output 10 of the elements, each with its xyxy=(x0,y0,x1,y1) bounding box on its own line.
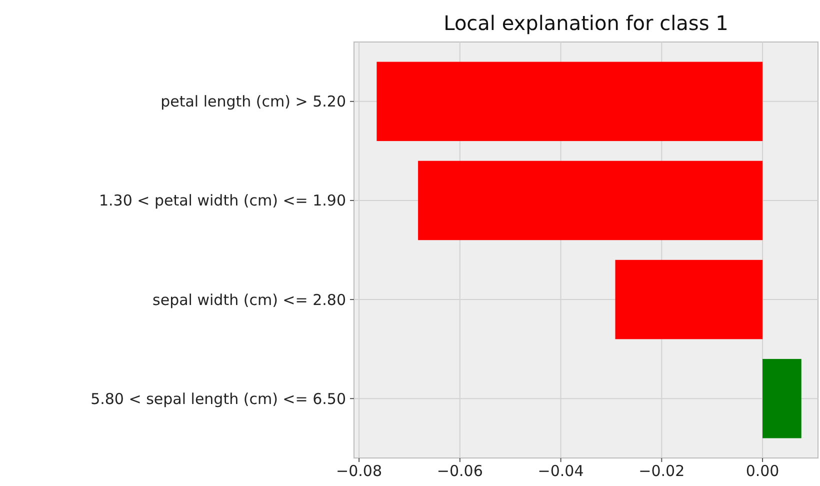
x-tick-label: −0.08 xyxy=(336,462,382,480)
chart-title: Local explanation for class 1 xyxy=(444,11,728,35)
y-tick-label: sepal width (cm) <= 2.80 xyxy=(152,290,346,309)
y-tick-label: petal length (cm) > 5.20 xyxy=(160,92,346,111)
x-tick-label: −0.06 xyxy=(436,462,483,480)
x-tick-label: −0.04 xyxy=(538,462,584,480)
y-tick-label: 1.30 < petal width (cm) <= 1.90 xyxy=(98,192,346,210)
y-tick-label: 5.80 < sepal length (cm) <= 6.50 xyxy=(90,390,346,408)
x-tick-label: −0.02 xyxy=(638,462,685,480)
x-tick-label: 0.00 xyxy=(746,462,780,480)
